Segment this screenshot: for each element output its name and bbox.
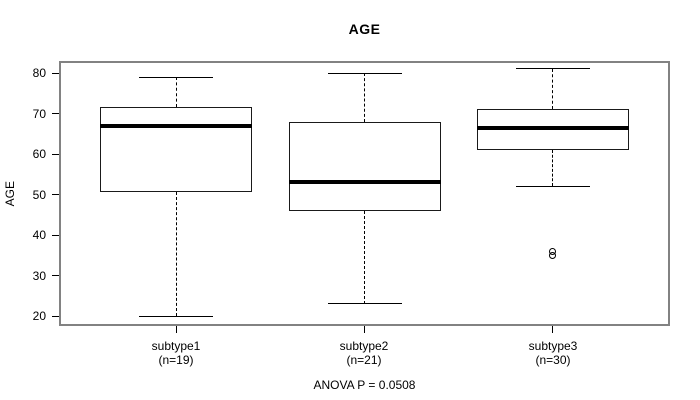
lower-whisker-cap — [515, 185, 590, 187]
group-count: (n=19) — [158, 353, 194, 367]
group-name: subtype1 — [151, 339, 201, 353]
x-tick-label-subtype3: subtype3 (n=30) — [477, 339, 629, 367]
y-tick-mark — [52, 234, 59, 236]
y-tick-label: 80 — [32, 66, 46, 80]
group-count: (n=30) — [535, 353, 571, 367]
y-tick-label: 20 — [32, 309, 46, 323]
y-tick-label: 60 — [32, 147, 46, 161]
upper-whisker-line — [552, 68, 554, 110]
anova-pvalue-note: ANOVA P = 0.0508 — [313, 378, 416, 392]
y-tick-mark — [52, 113, 59, 114]
lower-whisker-cap — [327, 303, 402, 305]
y-tick-label: 50 — [32, 187, 46, 202]
y-tick-mark — [52, 72, 59, 74]
y-tick-mark — [52, 194, 59, 195]
x-tick-label-subtype2: subtype2 (n=21) — [288, 339, 440, 367]
iqr-box — [288, 121, 441, 211]
outlier-point — [549, 251, 557, 259]
x-tick-mark — [175, 326, 177, 333]
upper-whisker-cap — [327, 72, 402, 74]
median-line — [476, 125, 629, 130]
group-name: subtype2 — [339, 339, 389, 353]
lower-whisker-line — [175, 192, 177, 316]
lower-whisker-line — [552, 149, 554, 187]
x-tick-label-subtype1: subtype1 (n=19) — [100, 339, 252, 367]
iqr-box — [100, 107, 253, 193]
lower-whisker-cap — [139, 315, 214, 317]
median-line — [288, 180, 441, 185]
chart-title: AGE — [348, 21, 381, 37]
y-tick-label: 30 — [32, 268, 46, 283]
y-tick-label: 70 — [32, 106, 46, 121]
x-tick-mark — [552, 326, 554, 333]
lower-whisker-line — [364, 210, 365, 304]
y-tick-mark — [52, 275, 59, 276]
upper-whisker-cap — [515, 68, 590, 70]
upper-whisker-line — [175, 77, 177, 108]
median-line — [100, 123, 253, 128]
y-tick-label: 40 — [32, 228, 46, 242]
group-count: (n=21) — [346, 353, 382, 367]
upper-whisker-line — [364, 73, 365, 122]
group-name: subtype3 — [528, 339, 578, 353]
y-tick-mark — [52, 315, 59, 317]
x-tick-mark — [364, 326, 365, 333]
y-tick-mark — [52, 153, 59, 155]
upper-whisker-cap — [139, 76, 214, 78]
iqr-box — [476, 109, 629, 150]
